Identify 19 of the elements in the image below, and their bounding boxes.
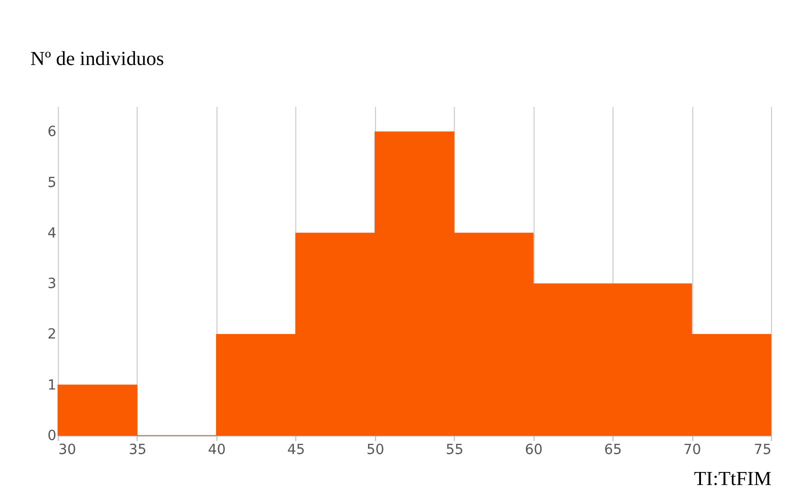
x-tick-label: 55: [446, 442, 464, 458]
x-tick-label: 75: [754, 442, 772, 458]
x-tick-label: 50: [366, 442, 384, 458]
y-tick-label: 3: [47, 276, 56, 292]
x-tick-label: 35: [128, 442, 146, 458]
x-tick-label: 45: [287, 442, 305, 458]
x-tick-label: 70: [683, 442, 702, 458]
y-tick-label: 5: [47, 174, 56, 191]
y-tick-label: 6: [47, 124, 56, 140]
x-tick-label: 60: [524, 442, 543, 458]
y-tick-label: 4: [47, 225, 56, 242]
x-tick-label: 30: [58, 442, 76, 458]
x-tick-label: 65: [604, 442, 622, 458]
y-tick-label: 0: [47, 428, 56, 444]
y-tick-label: 1: [47, 377, 56, 394]
x-axis-title: TI:TtFIM: [694, 468, 772, 490]
x-tick-label: 40: [208, 442, 226, 458]
y-tick-label: 2: [47, 326, 56, 343]
y-axis-title: Nº de individuos: [30, 48, 164, 70]
